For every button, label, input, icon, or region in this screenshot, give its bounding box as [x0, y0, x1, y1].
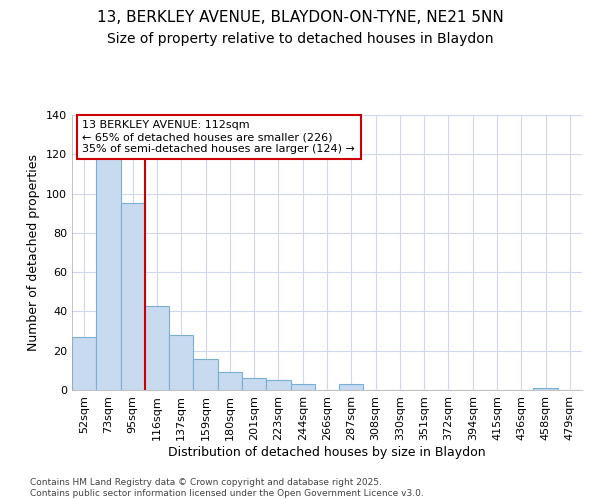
Bar [72, 337, 96, 390]
Bar [533, 388, 558, 390]
Bar [266, 380, 290, 390]
Bar [339, 384, 364, 390]
Text: Size of property relative to detached houses in Blaydon: Size of property relative to detached ho… [107, 32, 493, 46]
Bar [290, 384, 315, 390]
Text: 13 BERKLEY AVENUE: 112sqm
← 65% of detached houses are smaller (226)
35% of semi: 13 BERKLEY AVENUE: 112sqm ← 65% of detac… [82, 120, 355, 154]
Bar [169, 335, 193, 390]
Bar [96, 158, 121, 390]
X-axis label: Distribution of detached houses by size in Blaydon: Distribution of detached houses by size … [168, 446, 486, 458]
Bar [242, 378, 266, 390]
Bar [218, 372, 242, 390]
Bar [145, 306, 169, 390]
Y-axis label: Number of detached properties: Number of detached properties [28, 154, 40, 351]
Bar [193, 358, 218, 390]
Text: Contains HM Land Registry data © Crown copyright and database right 2025.
Contai: Contains HM Land Registry data © Crown c… [30, 478, 424, 498]
Bar [121, 204, 145, 390]
Text: 13, BERKLEY AVENUE, BLAYDON-ON-TYNE, NE21 5NN: 13, BERKLEY AVENUE, BLAYDON-ON-TYNE, NE2… [97, 10, 503, 25]
